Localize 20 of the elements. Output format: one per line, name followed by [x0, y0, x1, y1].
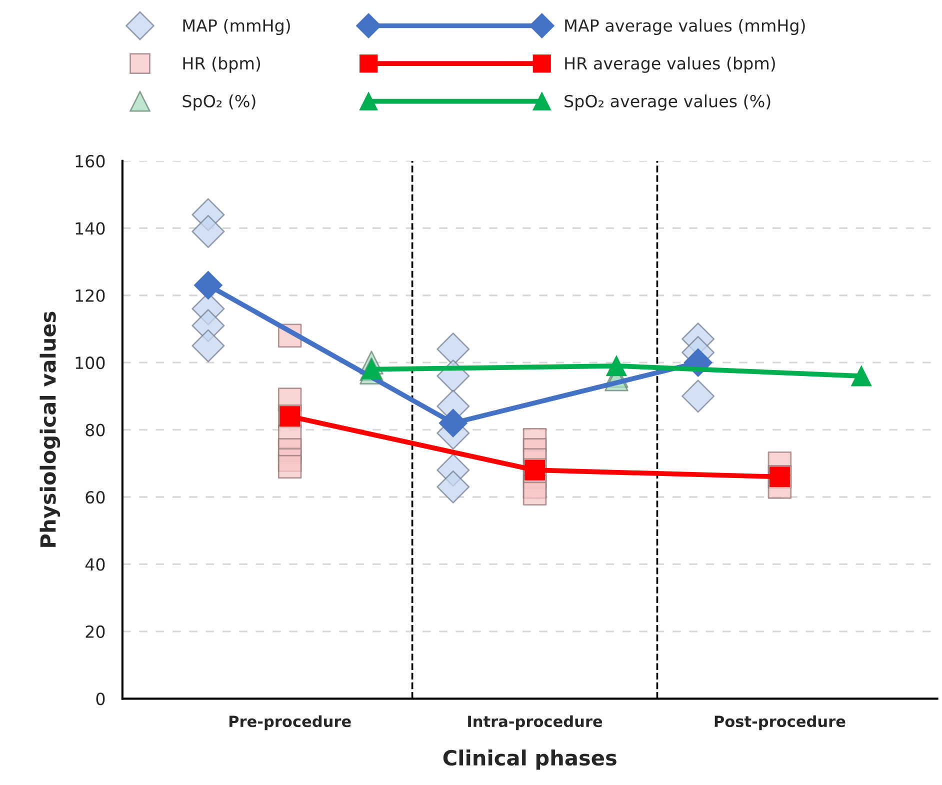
y-tick-label: 0: [96, 692, 105, 706]
x-axis-title: Clinical phases: [443, 750, 616, 770]
y-tick-label: 40: [85, 558, 105, 571]
x-tick-label: Intra-procedure: [468, 715, 602, 730]
legend-label: SpO₂ (%): [182, 94, 256, 111]
y-tick-label: 80: [86, 424, 105, 436]
y-tick-label: 140: [76, 222, 105, 235]
x-tick-label: Post-procedure: [714, 715, 846, 730]
legend-label: HR (bpm): [183, 56, 260, 73]
y-tick-label: 160: [76, 154, 105, 168]
legend-label: SpO₂ average values (%): [564, 94, 770, 111]
y-tick-label: 60: [86, 490, 105, 504]
y-tick-label: 120: [76, 289, 105, 302]
y-tick-label: 20: [86, 625, 105, 638]
y-axis-title: Physiological values: [40, 312, 60, 547]
legend-label: MAP average values (mmHg): [565, 18, 805, 36]
y-tick-label: 100: [76, 356, 105, 370]
legend-label: MAP (mmHg): [183, 18, 290, 36]
legend-label: HR average values (bpm): [565, 56, 775, 73]
x-tick-label: Pre-procedure: [229, 715, 351, 730]
